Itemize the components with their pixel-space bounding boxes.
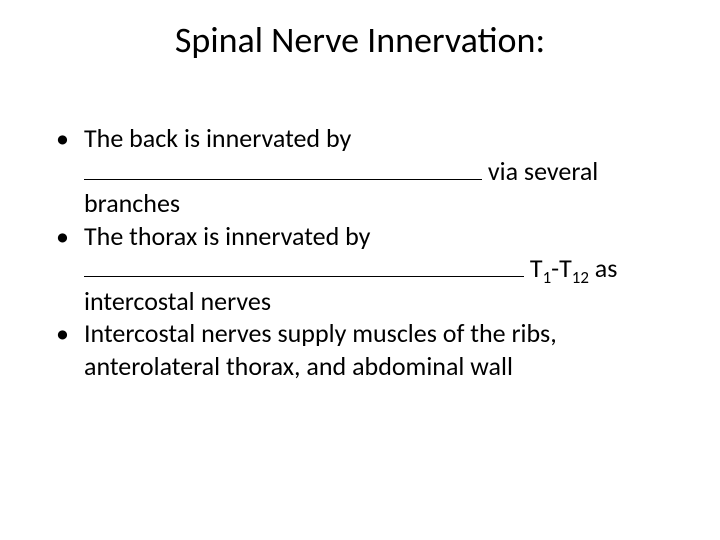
bullet-2-dash: -T <box>551 252 572 284</box>
bullet-2-text-a: The thorax is innervated by <box>84 220 370 252</box>
subscript-t12: 12 <box>572 267 589 288</box>
bullet-item-2: The thorax is innervated by T1-T12 as in… <box>56 220 680 318</box>
bullet-item-3: Intercostal nerves supply muscles of the… <box>56 317 680 382</box>
fill-blank-2 <box>84 276 524 277</box>
bullet-3-text: Intercostal nerves supply muscles of the… <box>84 317 557 382</box>
slide-title: Spinal Nerve Innervation: <box>40 18 680 62</box>
bullet-1-text-a: The back is innervated by <box>84 122 351 154</box>
slide-body: The back is innervated by via several br… <box>40 122 680 382</box>
subscript-t1: 1 <box>543 267 552 288</box>
bullet-2-text-b: T <box>524 252 543 284</box>
bullet-1-text-b: via several branches <box>84 155 598 220</box>
bullet-item-1: The back is innervated by via several br… <box>56 122 680 220</box>
fill-blank-1 <box>84 179 482 180</box>
slide-container: { "title": "Spinal Nerve Innervation:", … <box>0 0 720 540</box>
bullet-list: The back is innervated by via several br… <box>56 122 680 382</box>
